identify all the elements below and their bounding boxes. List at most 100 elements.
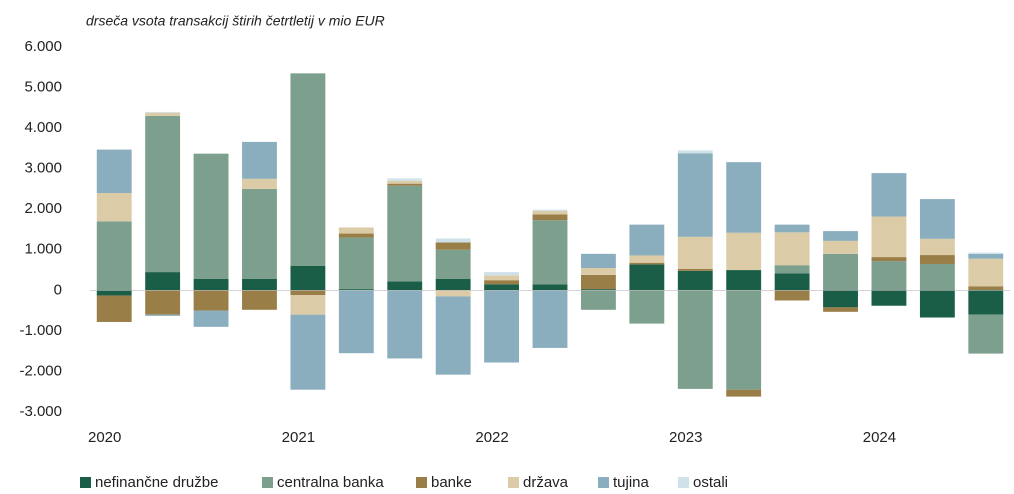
- bar-segment: [290, 295, 326, 315]
- bar-segment: [919, 255, 955, 264]
- bar-segment: [338, 290, 374, 354]
- y-tick-label: -1.000: [19, 322, 62, 339]
- bar-segment: [726, 270, 762, 291]
- y-tick-label: -3.000: [19, 403, 62, 420]
- bar-segment: [871, 261, 907, 291]
- bar-segment: [484, 280, 520, 285]
- bar-segment: [629, 290, 665, 324]
- bar-segment: [435, 278, 471, 291]
- bar-segment: [484, 284, 520, 291]
- bar-segment: [871, 216, 907, 258]
- bar-segment: [726, 389, 762, 397]
- legend-label: banke: [431, 474, 472, 491]
- bar-segment: [532, 214, 568, 221]
- x-tick-label: 2020: [88, 429, 121, 446]
- bar-segment: [677, 153, 713, 237]
- bar-segment: [242, 290, 277, 310]
- bar-segment: [387, 290, 423, 359]
- legend-swatch: [678, 477, 689, 488]
- bar-segment: [484, 275, 520, 281]
- bar-segment: [580, 253, 616, 269]
- bar-segment: [580, 274, 616, 290]
- legend-label: ostali: [693, 474, 728, 491]
- bar-segment: [823, 231, 858, 241]
- legend-swatch: [262, 477, 273, 488]
- bar-segment: [532, 290, 568, 348]
- bar-segment: [145, 115, 181, 273]
- bar-segment: [871, 173, 907, 217]
- bar-segment: [242, 141, 277, 179]
- bar-segment: [823, 307, 858, 312]
- bar-segment: [290, 290, 326, 296]
- bar-segment: [242, 178, 277, 189]
- bar-segment: [96, 149, 132, 193]
- bar-segment: [774, 224, 810, 233]
- bar-segment: [290, 73, 326, 266]
- bar-segment: [677, 236, 713, 269]
- bar-segment: [96, 290, 132, 296]
- bar-segment: [823, 253, 858, 291]
- bar-segment: [774, 273, 810, 291]
- bar-segment: [338, 227, 374, 234]
- x-tick-label: 2022: [475, 429, 508, 446]
- bar-segment: [968, 253, 1004, 259]
- bar-segment: [823, 290, 858, 308]
- bar-segment: [484, 272, 520, 276]
- bar-segment: [629, 264, 665, 291]
- bar-segment: [677, 270, 713, 291]
- bar-segment: [774, 232, 810, 266]
- bar-segment: [726, 162, 762, 233]
- bar-segment: [629, 224, 665, 256]
- legend-label: nefinančne družbe: [95, 474, 218, 491]
- bar-segment: [484, 290, 520, 363]
- bar-segment: [435, 249, 471, 279]
- bar-segment: [145, 272, 181, 291]
- bar-segment: [774, 265, 810, 274]
- bar-segment: [145, 314, 181, 316]
- bar-segment: [968, 314, 1004, 354]
- legend-swatch: [416, 477, 427, 488]
- bar-segment: [338, 237, 374, 290]
- chart-subtitle: drseča vsota transakcij štirih četrtleti…: [86, 13, 385, 29]
- bar-segment: [919, 199, 955, 239]
- y-tick-label: 3.000: [24, 160, 62, 177]
- bar-segment: [435, 242, 471, 250]
- bar-segment: [96, 221, 132, 291]
- bar-segment: [338, 289, 374, 291]
- bar-segment: [774, 290, 810, 301]
- legend-label: centralna banka: [277, 474, 384, 491]
- bar-segment: [726, 232, 762, 271]
- x-tick-label: 2024: [863, 429, 896, 446]
- bar-segment: [871, 290, 907, 306]
- legend-swatch: [598, 477, 609, 488]
- legend-label: država: [523, 474, 569, 491]
- y-tick-label: 1.000: [24, 241, 62, 258]
- y-tick-label: 2.000: [24, 200, 62, 217]
- bar-segment: [145, 290, 181, 315]
- bar-segment: [919, 238, 955, 256]
- bar-segment: [677, 268, 713, 271]
- bar-segment: [290, 266, 326, 291]
- bar-segment: [629, 255, 665, 263]
- bar-segment: [338, 233, 374, 238]
- bar-segment: [435, 238, 471, 243]
- bar-segment: [726, 290, 762, 390]
- bar-segment: [532, 220, 568, 285]
- bar-segment: [387, 178, 423, 181]
- legend-swatch: [80, 477, 91, 488]
- bar-segment: [193, 278, 229, 291]
- y-tick-label: -2.000: [19, 362, 62, 379]
- legend-label: tujina: [613, 474, 650, 491]
- x-tick-label: 2021: [282, 429, 315, 446]
- bar-segment: [387, 185, 423, 282]
- bar-segment: [145, 112, 181, 116]
- bar-segment: [580, 290, 616, 310]
- bar-segment: [919, 263, 955, 291]
- bar-segment: [677, 150, 713, 154]
- bar-segment: [532, 210, 568, 215]
- y-tick-label: 5.000: [24, 79, 62, 96]
- bar-segment: [580, 268, 616, 275]
- bar-segment: [242, 188, 277, 279]
- bar-segment: [823, 240, 858, 254]
